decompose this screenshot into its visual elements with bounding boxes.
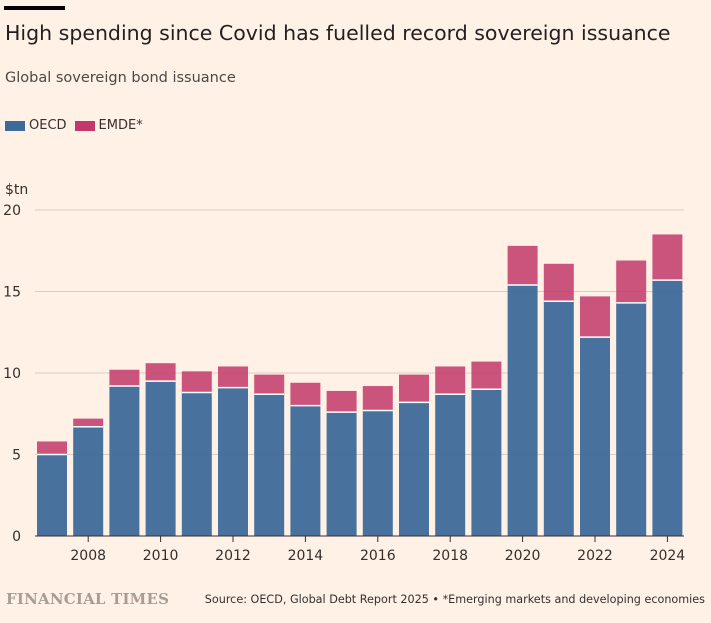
bars — [37, 234, 683, 536]
bar-emde-2009 — [109, 369, 140, 387]
legend: OECD EMDE* — [5, 118, 151, 133]
y-tick-label: 15 — [3, 285, 21, 301]
bar-emde-2019 — [471, 361, 502, 390]
bar-oecd-2017 — [399, 402, 429, 536]
bar-emde-2020 — [507, 245, 538, 285]
bar-emde-2016 — [362, 386, 393, 411]
bar-oecd-2009 — [109, 386, 140, 536]
bar-oecd-2011 — [181, 392, 212, 536]
axes: $tn 0 5 10 15 20 2008 2010 2012 2014 2016 2018 2020 2… — [3, 182, 685, 564]
bar-emde-2023 — [616, 260, 647, 303]
bar-oecd-2007 — [37, 454, 67, 536]
x-tick-label: 2022 — [577, 548, 613, 564]
bar-emde-2011 — [181, 371, 212, 393]
bar-oecd-2021 — [543, 301, 574, 536]
y-tick-label: 0 — [12, 529, 21, 545]
y-tick-label: 20 — [3, 203, 21, 219]
bar-emde-2008 — [73, 418, 104, 427]
legend-item-oecd: OECD — [5, 118, 67, 133]
chart-subtitle: Global sovereign bond issuance — [5, 70, 236, 86]
bar-oecd-2013 — [254, 394, 285, 536]
bar-emde-2010 — [145, 363, 176, 382]
x-tick-label: 2016 — [360, 548, 396, 564]
bar-emde-2014 — [290, 382, 321, 406]
x-tick-label: 2008 — [70, 548, 106, 564]
bar-emde-2007 — [37, 441, 67, 455]
bar-emde-2013 — [254, 374, 285, 395]
x-tick-label: 2014 — [288, 548, 324, 564]
legend-label-emde: EMDE* — [98, 118, 143, 133]
x-tick-label: 2024 — [650, 548, 686, 564]
bar-chart: $tn 0 5 10 15 20 2008 2010 2012 2014 2016 2018 2020 2… — [3, 182, 685, 564]
bar-emde-2024 — [652, 234, 683, 281]
y-tick-label: 10 — [3, 366, 21, 382]
bar-oecd-2014 — [290, 405, 321, 536]
x-tick-label: 2018 — [432, 548, 468, 564]
legend-label-oecd: OECD — [29, 118, 67, 133]
bar-oecd-2010 — [145, 381, 176, 536]
bar-emde-2022 — [580, 296, 610, 338]
top-rule — [4, 6, 65, 10]
x-tick-label: 2010 — [143, 548, 179, 564]
bar-emde-2018 — [435, 366, 466, 395]
bar-oecd-2023 — [616, 302, 647, 536]
bar-oecd-2024 — [652, 280, 683, 536]
bar-oecd-2019 — [471, 389, 502, 536]
legend-swatch-emde — [74, 120, 95, 131]
x-tick-label: 2020 — [505, 548, 541, 564]
bar-emde-2021 — [543, 263, 574, 302]
legend-swatch-oecd — [5, 120, 25, 131]
bar-emde-2015 — [326, 390, 357, 413]
bar-oecd-2022 — [580, 337, 610, 536]
gridlines — [35, 209, 684, 455]
bar-oecd-2018 — [435, 394, 466, 536]
source-note: Source: OECD, Global Debt Report 2025 • … — [204, 593, 705, 606]
ft-logo: FINANCIAL TIMES — [6, 590, 170, 608]
chart-title: High spending since Covid has fuelled re… — [5, 21, 671, 45]
x-tick-label: 2012 — [215, 548, 251, 564]
y-axis-unit-label: $tn — [5, 182, 28, 198]
bar-emde-2017 — [399, 374, 429, 403]
bar-oecd-2008 — [73, 426, 104, 536]
bar-oecd-2020 — [507, 284, 538, 536]
bar-oecd-2012 — [218, 387, 248, 536]
bar-emde-2012 — [218, 366, 248, 388]
bar-oecd-2016 — [362, 410, 393, 536]
legend-item-emde: EMDE* — [74, 118, 143, 133]
y-tick-label: 5 — [12, 448, 21, 464]
bar-oecd-2015 — [326, 412, 357, 536]
